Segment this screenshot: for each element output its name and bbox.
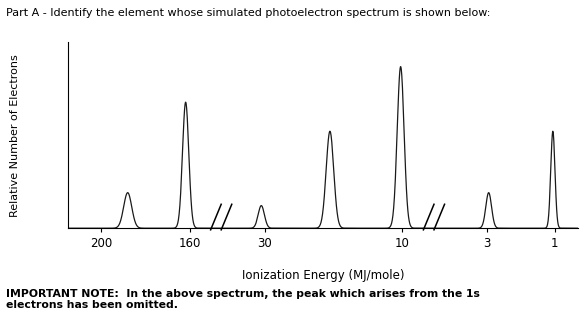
Text: Relative Number of Electrons: Relative Number of Electrons bbox=[9, 54, 20, 217]
Text: IMPORTANT NOTE:  In the above spectrum, the peak which arises from the 1s
electr: IMPORTANT NOTE: In the above spectrum, t… bbox=[6, 289, 480, 310]
Text: Part A - Identify the element whose simulated photoelectron spectrum is shown be: Part A - Identify the element whose simu… bbox=[6, 8, 490, 18]
Text: Ionization Energy (MJ/mole): Ionization Energy (MJ/mole) bbox=[242, 269, 404, 282]
